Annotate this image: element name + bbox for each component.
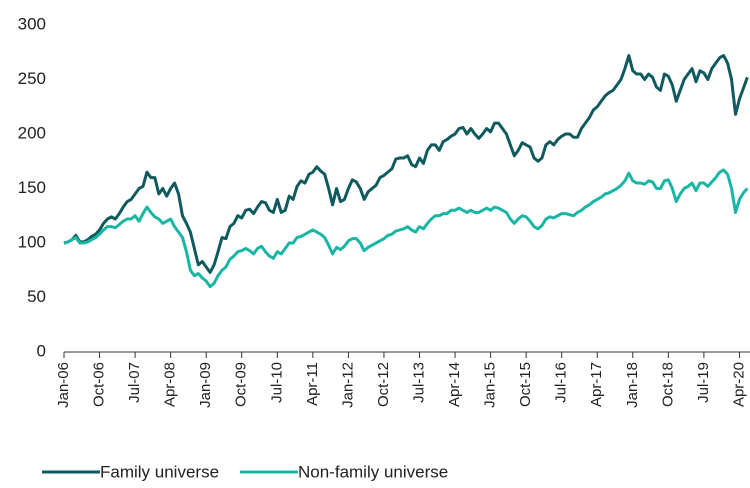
x-tick-label: Oct-06 — [91, 362, 108, 407]
x-tick-label: Oct-18 — [659, 362, 676, 407]
x-tick-label: Jul-10 — [268, 362, 285, 403]
series-line — [63, 54, 749, 274]
x-tick-label: Oct-12 — [375, 362, 392, 407]
x-tick-label: Jan-06 — [55, 362, 72, 408]
y-tick-label: 250 — [18, 69, 46, 88]
x-tick-label: Jul-16 — [553, 362, 570, 403]
series-line — [63, 168, 749, 289]
x-tick-label: Jul-07 — [126, 362, 143, 403]
y-tick-label: 100 — [18, 232, 46, 251]
x-tick-label: Oct-09 — [233, 362, 250, 407]
x-tick-label: Jan-15 — [482, 362, 499, 408]
x-tick-label: Apr-08 — [162, 362, 179, 407]
x-tick-label: Jan-09 — [197, 362, 214, 408]
y-tick-label: 300 — [18, 14, 46, 33]
y-tick-label: 200 — [18, 123, 46, 142]
x-tick-label: Jan-18 — [624, 362, 641, 408]
x-tick-label: Jul-13 — [410, 362, 427, 403]
legend-label: Family universe — [100, 462, 219, 481]
y-tick-label: 0 — [37, 341, 46, 360]
y-tick-label: 50 — [27, 287, 46, 306]
x-tick-label: Apr-20 — [730, 362, 747, 407]
x-tick-label: Apr-17 — [588, 362, 605, 407]
x-tick-label: Apr-14 — [446, 362, 463, 407]
x-tick-label: Jan-12 — [339, 362, 356, 408]
x-tick-label: Apr-11 — [304, 362, 321, 406]
x-tick-label: Jul-19 — [695, 362, 712, 403]
y-tick-label: 150 — [18, 178, 46, 197]
x-tick-label: Oct-15 — [517, 362, 534, 407]
legend-label: Non-family universe — [298, 462, 448, 481]
